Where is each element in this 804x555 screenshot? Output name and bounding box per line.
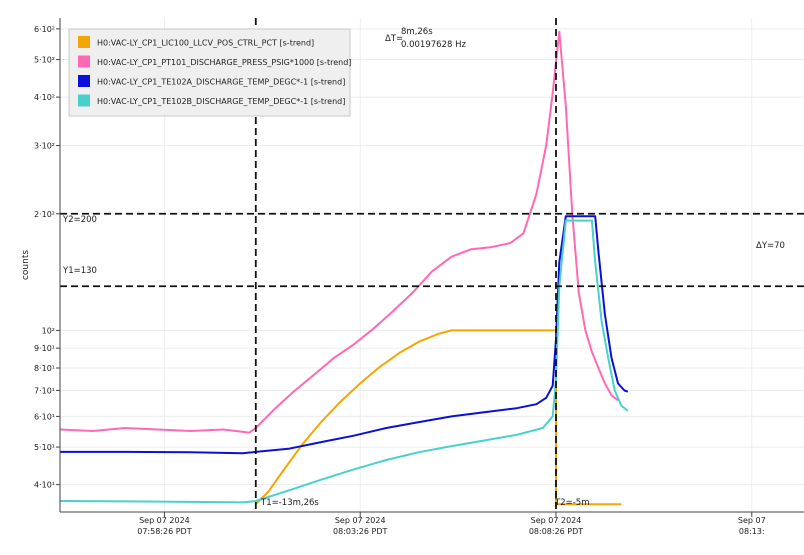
x-tick-label: Sep 07 2024 [335, 516, 386, 525]
x-tick-label: 08:03:26 PDT [333, 527, 387, 536]
legend-swatch [78, 55, 90, 68]
x-tick-label: Sep 07 2024 [139, 516, 190, 525]
series-line-1 [255, 329, 622, 506]
legend-entry-label: H0:VAC-LY_CP1_PT101_DISCHARGE_PRESS_PSIG… [97, 58, 351, 67]
legend-swatch [78, 94, 90, 107]
series-group [59, 30, 629, 506]
y-tick-label: 6·10¹ [34, 412, 55, 421]
cursor-labels: T1=-13m,26s T2=-5m Y2=200 Y1=130 ΔT= 8m,… [62, 27, 785, 508]
y-tick-label: 3·10² [34, 142, 55, 151]
t2-label: T2=-5m [554, 498, 589, 508]
axes-group: counts [21, 18, 804, 513]
y-tick-label: 2·10² [34, 210, 55, 219]
x-tick-label: 07:58:26 PDT [137, 527, 191, 536]
y-tick-label: 9·10¹ [34, 344, 55, 353]
y-tick-label: 4·10¹ [34, 481, 55, 490]
legend-swatch [78, 75, 90, 87]
legend-entry-label: H0:VAC-LY_CP1_TE102B_DISCHARGE_TEMP_DEGC… [97, 97, 345, 106]
series-line-4 [59, 219, 629, 504]
y-tick-label: 10² [42, 326, 55, 335]
legend[interactable]: H0:VAC-LY_CP1_LIC100_LLCV_POS_CTRL_PCT [… [68, 28, 351, 117]
x-tick-label: 08:13: [739, 527, 765, 536]
y-tick-label: 8·10¹ [34, 364, 55, 373]
delta-y-label: ΔY=70 [756, 241, 785, 251]
y-tick-label: 7·10¹ [34, 386, 55, 395]
delta-t-label: ΔT= [385, 34, 403, 44]
x-tick-label: Sep 07 2024 [531, 516, 582, 525]
y-axis-label: counts [21, 250, 31, 280]
x-tick-group: Sep 07 2024 07:58:26 PDT Sep 07 2024 08:03:… [137, 512, 766, 536]
y-tick-label: 5·10¹ [34, 443, 55, 452]
series-line-3 [60, 215, 629, 455]
series-line-2 [59, 30, 619, 434]
legend-box [68, 28, 351, 117]
delta-t-frequency: 0.00197628 Hz [401, 40, 466, 50]
x-tick-label: 08:08:26 PDT [529, 527, 583, 536]
legend-entry-label: H0:VAC-LY_CP1_LIC100_LLCV_POS_CTRL_PCT [… [97, 39, 314, 48]
x-tick-label: Sep 07 [738, 516, 766, 525]
y2-label: Y2=200 [62, 215, 97, 225]
t1-label: T1=-13m,26s [260, 498, 319, 508]
y-tick-group: 4·10¹ 5·10¹ 6·10¹ 7·10¹ 8·10¹ 9·10¹ 10² 2·10² 3·… [34, 25, 60, 490]
legend-swatch [78, 36, 90, 48]
delta-t-value: 8m,26s [401, 27, 433, 37]
y-tick-label: 6·10² [34, 25, 55, 34]
legend-entry-label: H0:VAC-LY_CP1_TE102A_DISCHARGE_TEMP_DEGC… [97, 78, 345, 87]
y1-label: Y1=130 [62, 266, 97, 276]
y-tick-label: 5·10² [34, 56, 55, 65]
y-tick-label: 4·10² [34, 93, 55, 102]
